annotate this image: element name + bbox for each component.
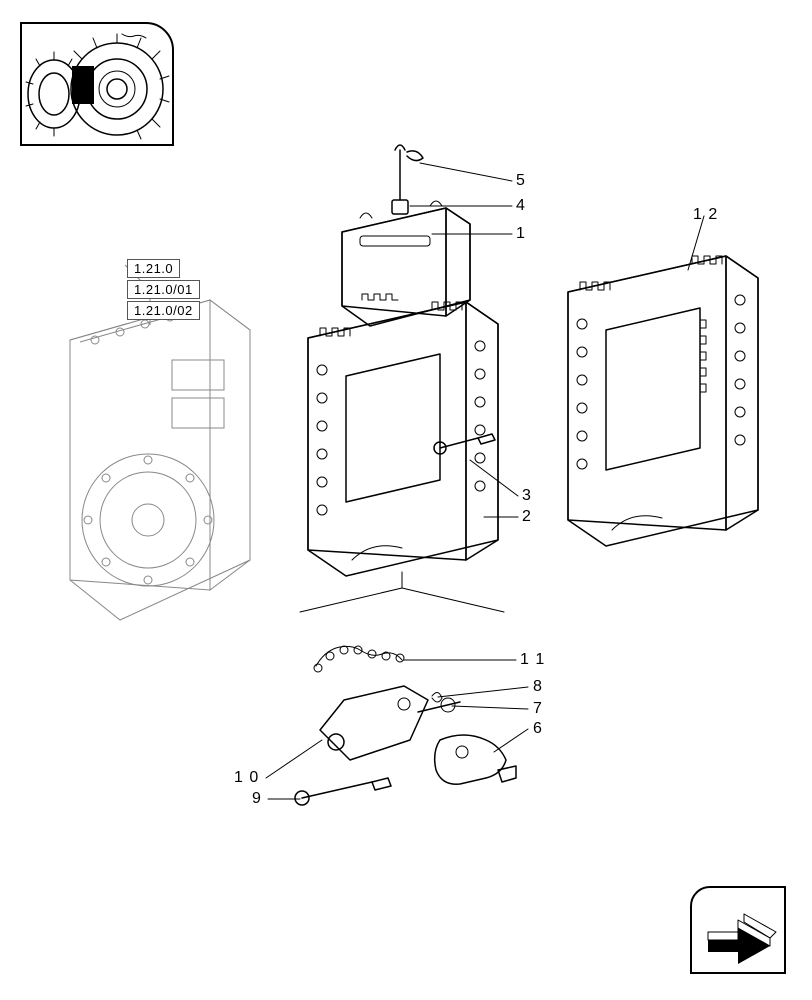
hitch-insert-block [342, 145, 470, 326]
exploded-diagram-svg [0, 0, 812, 1000]
callout-12: 1 2 [693, 206, 718, 224]
detail-pointer [300, 572, 504, 612]
next-arrow-svg [692, 888, 784, 972]
callout-11: 1 1 [520, 651, 545, 669]
callout-2: 2 [522, 508, 532, 526]
callout-1: 1 [516, 225, 526, 243]
leader-lines [266, 163, 704, 799]
callout-3: 3 [522, 487, 532, 505]
callout-4: 4 [516, 197, 526, 215]
callout-8: 8 [533, 678, 543, 696]
next-page-thumbnail-icon [690, 886, 786, 974]
ref-label-2: 1.21.0/02 [127, 301, 200, 320]
callout-9: 9 [252, 790, 262, 808]
lower-hardware-group [295, 646, 516, 805]
callout-10: 1 0 [234, 769, 259, 787]
callout-6: 6 [533, 720, 543, 738]
hitch-bracket-right [568, 256, 758, 546]
callout-5: 5 [516, 172, 526, 190]
parts-diagram-page: 1.21.0 1.21.0/01 1.21.0/02 1 2 3 4 5 6 7… [0, 0, 812, 1000]
ref-label-0: 1.21.0 [127, 259, 180, 278]
hitch-bracket-left [308, 302, 498, 576]
callout-7: 7 [533, 700, 543, 718]
ref-label-1: 1.21.0/01 [127, 280, 200, 299]
